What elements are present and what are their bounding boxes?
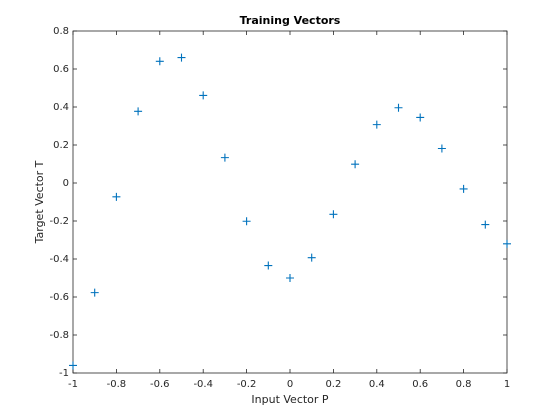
point <box>372 120 381 129</box>
point <box>220 153 229 162</box>
y-tick-label: 0.6 <box>53 64 69 75</box>
point <box>242 217 251 226</box>
y-tick-label: -0.6 <box>49 292 69 303</box>
x-tick-label: -0.4 <box>193 379 213 390</box>
point <box>155 57 164 66</box>
point <box>177 53 186 62</box>
x-tick-label: -0.8 <box>107 379 127 390</box>
axes-box <box>72 30 508 374</box>
point <box>134 107 143 116</box>
point <box>351 160 360 169</box>
point <box>394 103 403 112</box>
y-tick-label: 0.2 <box>53 140 69 151</box>
x-tick-label: 0.8 <box>456 379 472 390</box>
point <box>264 261 273 270</box>
point <box>286 274 294 282</box>
point <box>307 253 316 262</box>
point <box>503 239 511 248</box>
x-tick-label: 0 <box>287 379 293 390</box>
x-tick-label: -1 <box>68 379 78 390</box>
y-tick-label: 0.4 <box>53 102 69 113</box>
point <box>199 91 208 100</box>
x-tick-label: -0.2 <box>237 379 257 390</box>
y-tick-label: -0.2 <box>49 216 69 227</box>
point <box>459 184 468 193</box>
y-tick-label: -0.4 <box>49 254 69 265</box>
x-axis-label: Input Vector P <box>251 393 329 406</box>
x-tick-label: 0.4 <box>369 379 385 390</box>
x-tick-label: 0.6 <box>412 379 428 390</box>
y-tick-label: -0.8 <box>49 330 69 341</box>
point <box>416 113 425 122</box>
point <box>90 288 99 297</box>
x-tick-label: 1 <box>504 379 510 390</box>
y-axis-label: Target Vector T <box>33 160 46 244</box>
point <box>437 144 446 153</box>
x-tick-label: -0.6 <box>150 379 170 390</box>
point <box>112 192 121 201</box>
x-tick-label: 0.2 <box>325 379 341 390</box>
y-tick-label: 0 <box>63 178 69 189</box>
y-tick-label: 0.8 <box>53 26 69 37</box>
point <box>329 210 338 219</box>
point <box>69 361 77 370</box>
point <box>481 220 490 229</box>
chart-title: Training Vectors <box>240 14 341 27</box>
y-tick-label: -1 <box>59 368 69 379</box>
